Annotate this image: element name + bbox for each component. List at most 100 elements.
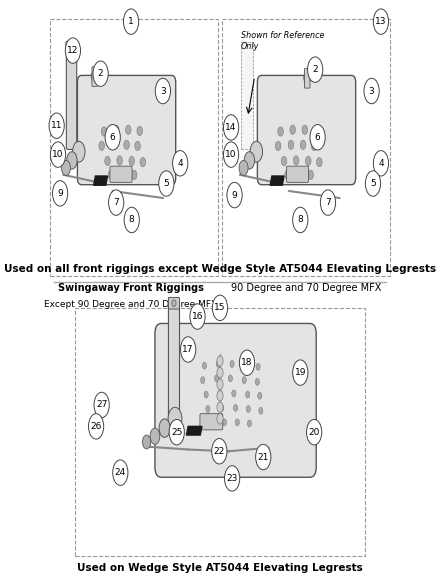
Circle shape bbox=[364, 78, 379, 104]
Circle shape bbox=[256, 363, 260, 370]
Circle shape bbox=[155, 78, 171, 104]
Text: 19: 19 bbox=[294, 368, 306, 377]
Circle shape bbox=[65, 38, 81, 63]
Circle shape bbox=[204, 391, 208, 398]
Circle shape bbox=[112, 140, 117, 149]
Circle shape bbox=[220, 404, 224, 411]
Circle shape bbox=[234, 404, 238, 411]
FancyBboxPatch shape bbox=[66, 49, 77, 149]
Text: 6: 6 bbox=[110, 133, 116, 142]
Circle shape bbox=[217, 414, 223, 424]
Text: 12: 12 bbox=[67, 46, 79, 55]
Circle shape bbox=[67, 152, 77, 169]
Text: 9: 9 bbox=[232, 191, 238, 200]
Circle shape bbox=[201, 376, 205, 383]
Circle shape bbox=[129, 156, 135, 166]
Text: 17: 17 bbox=[183, 345, 194, 354]
Text: 2: 2 bbox=[312, 65, 318, 74]
Circle shape bbox=[206, 406, 210, 413]
Circle shape bbox=[244, 152, 255, 169]
Circle shape bbox=[169, 419, 184, 445]
Circle shape bbox=[297, 170, 302, 180]
Text: 27: 27 bbox=[96, 400, 107, 410]
Circle shape bbox=[217, 402, 223, 413]
Polygon shape bbox=[94, 176, 107, 185]
Circle shape bbox=[114, 125, 119, 134]
Circle shape bbox=[305, 156, 311, 166]
Circle shape bbox=[228, 375, 232, 382]
Circle shape bbox=[113, 460, 128, 485]
Text: 24: 24 bbox=[115, 468, 126, 477]
Circle shape bbox=[302, 125, 308, 134]
Text: 23: 23 bbox=[227, 474, 238, 483]
Text: Used on all front riggings except Wedge Style AT5044 Elevating Legrests: Used on all front riggings except Wedge … bbox=[4, 264, 436, 274]
Circle shape bbox=[93, 61, 108, 87]
FancyBboxPatch shape bbox=[286, 166, 308, 182]
FancyBboxPatch shape bbox=[257, 76, 356, 185]
Text: 6: 6 bbox=[315, 133, 320, 142]
Circle shape bbox=[143, 435, 151, 449]
Circle shape bbox=[137, 126, 143, 135]
Polygon shape bbox=[187, 426, 202, 435]
Circle shape bbox=[275, 141, 281, 150]
FancyBboxPatch shape bbox=[169, 304, 180, 421]
Text: 7: 7 bbox=[325, 198, 331, 207]
Circle shape bbox=[62, 160, 70, 175]
Bar bbox=[222, 19, 389, 276]
Circle shape bbox=[51, 142, 66, 167]
Circle shape bbox=[293, 360, 308, 385]
Circle shape bbox=[281, 156, 287, 166]
Circle shape bbox=[256, 444, 271, 470]
Circle shape bbox=[172, 300, 176, 307]
Text: Swingaway Front Riggings: Swingaway Front Riggings bbox=[58, 283, 204, 293]
Circle shape bbox=[168, 407, 182, 431]
Circle shape bbox=[246, 391, 250, 398]
Circle shape bbox=[218, 390, 222, 397]
Text: 21: 21 bbox=[257, 453, 269, 461]
Circle shape bbox=[217, 367, 223, 378]
Circle shape bbox=[300, 140, 306, 149]
Text: 90 Degree and 70 Degree MFX: 90 Degree and 70 Degree MFX bbox=[231, 283, 381, 293]
Circle shape bbox=[242, 376, 246, 383]
Text: 3: 3 bbox=[369, 87, 374, 95]
FancyBboxPatch shape bbox=[92, 67, 98, 87]
Circle shape bbox=[88, 414, 104, 439]
Circle shape bbox=[293, 207, 308, 232]
Circle shape bbox=[244, 362, 248, 369]
Text: 11: 11 bbox=[51, 121, 62, 130]
Text: 9: 9 bbox=[57, 189, 63, 198]
Text: 3: 3 bbox=[160, 87, 166, 95]
Circle shape bbox=[117, 156, 122, 165]
Circle shape bbox=[224, 466, 240, 491]
Circle shape bbox=[180, 337, 196, 362]
Text: 13: 13 bbox=[375, 17, 387, 26]
Text: 10: 10 bbox=[52, 150, 64, 159]
Circle shape bbox=[310, 124, 325, 150]
Text: Shown for Reference
Only: Shown for Reference Only bbox=[241, 31, 324, 51]
FancyBboxPatch shape bbox=[304, 69, 310, 88]
FancyBboxPatch shape bbox=[200, 414, 223, 430]
Circle shape bbox=[227, 182, 242, 208]
Text: 2: 2 bbox=[98, 69, 103, 78]
Circle shape bbox=[124, 9, 139, 34]
Text: 8: 8 bbox=[297, 216, 303, 224]
Circle shape bbox=[120, 170, 126, 180]
Circle shape bbox=[159, 171, 174, 196]
Text: 4: 4 bbox=[378, 159, 384, 168]
FancyBboxPatch shape bbox=[155, 324, 316, 477]
Circle shape bbox=[216, 360, 220, 367]
FancyBboxPatch shape bbox=[66, 41, 77, 55]
Circle shape bbox=[255, 378, 260, 385]
Polygon shape bbox=[270, 176, 284, 185]
Circle shape bbox=[320, 190, 336, 216]
Circle shape bbox=[214, 375, 219, 382]
Circle shape bbox=[101, 127, 107, 136]
Text: 7: 7 bbox=[113, 198, 119, 207]
Circle shape bbox=[99, 141, 104, 150]
Circle shape bbox=[150, 428, 160, 444]
Circle shape bbox=[132, 170, 137, 180]
Circle shape bbox=[159, 419, 170, 437]
Circle shape bbox=[308, 57, 323, 83]
FancyBboxPatch shape bbox=[110, 166, 132, 182]
Circle shape bbox=[304, 72, 311, 84]
